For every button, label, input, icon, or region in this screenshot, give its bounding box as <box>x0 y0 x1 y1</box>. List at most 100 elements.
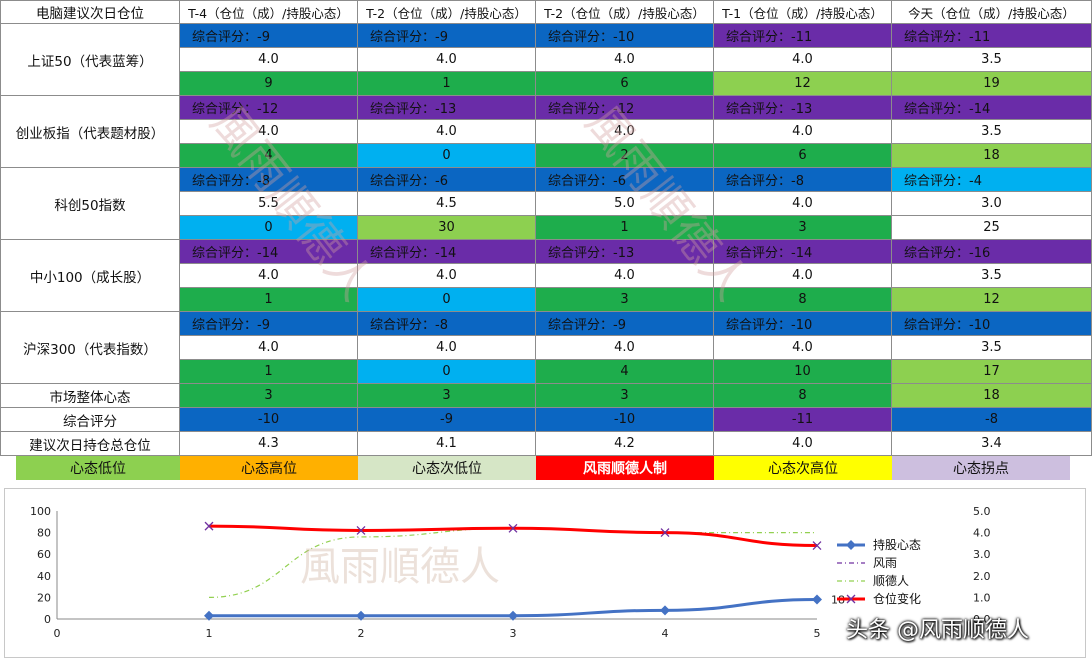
mood-cell[interactable]: 12 <box>714 72 892 96</box>
mood-cell[interactable]: 4 <box>536 360 714 384</box>
summary-cell[interactable]: 4.3 <box>180 432 358 456</box>
mood-cell[interactable]: 0 <box>358 144 536 168</box>
score-cell[interactable]: 综合评分：-11 <box>714 24 892 48</box>
mood-cell[interactable]: 1 <box>180 360 358 384</box>
score-cell[interactable]: 综合评分：-14 <box>358 240 536 264</box>
score-cell[interactable]: 综合评分：-10 <box>892 312 1092 336</box>
mood-cell[interactable]: 0 <box>358 360 536 384</box>
summary-cell[interactable]: -11 <box>714 408 892 432</box>
score-cell[interactable]: 综合评分：-8 <box>358 312 536 336</box>
mood-cell[interactable]: 1 <box>358 72 536 96</box>
position-cell[interactable]: 3.5 <box>892 336 1092 360</box>
mood-cell[interactable]: 4 <box>180 144 358 168</box>
mood-cell[interactable]: 0 <box>358 288 536 312</box>
position-cell[interactable]: 4.5 <box>358 192 536 216</box>
score-cell[interactable]: 综合评分：-10 <box>714 312 892 336</box>
chart-panel: 0204060801000.01.02.03.04.05.001234518持股… <box>4 488 1086 658</box>
summary-cell[interactable]: 3 <box>180 384 358 408</box>
series-point <box>660 528 670 538</box>
position-cell[interactable]: 3.0 <box>892 192 1092 216</box>
position-cell[interactable]: 4.0 <box>358 264 536 288</box>
mood-cell[interactable]: 19 <box>892 72 1092 96</box>
summary-cell[interactable]: 3.4 <box>892 432 1092 456</box>
summary-cell[interactable]: 3 <box>358 384 536 408</box>
summary-cell[interactable]: 18 <box>892 384 1092 408</box>
summary-cell[interactable]: -8 <box>892 408 1092 432</box>
position-cell[interactable]: 4.0 <box>180 48 358 72</box>
mood-cell[interactable]: 6 <box>536 72 714 96</box>
position-cell[interactable]: 4.0 <box>180 264 358 288</box>
score-cell[interactable]: 综合评分：-8 <box>714 168 892 192</box>
row-score: 综合评分：-12 综合评分：-13 综合评分：-12 综合评分：-13 综合评分：-14 <box>0 96 1092 120</box>
score-cell[interactable]: 综合评分：-14 <box>180 240 358 264</box>
position-cell[interactable]: 3.5 <box>892 120 1092 144</box>
score-cell[interactable]: 综合评分：-4 <box>892 168 1092 192</box>
summary-cell[interactable]: -10 <box>180 408 358 432</box>
position-cell[interactable]: 4.0 <box>180 120 358 144</box>
position-cell[interactable]: 4.0 <box>714 120 892 144</box>
position-cell[interactable]: 4.0 <box>714 264 892 288</box>
row-position: 5.5 4.5 5.0 4.0 3.0 <box>0 192 1092 216</box>
summary-cell[interactable]: 4.1 <box>358 432 536 456</box>
mood-cell[interactable]: 1 <box>536 216 714 240</box>
mood-cell[interactable]: 3 <box>714 216 892 240</box>
position-cell[interactable]: 5.5 <box>180 192 358 216</box>
mood-cell[interactable]: 3 <box>536 288 714 312</box>
score-cell[interactable]: 综合评分：-12 <box>180 96 358 120</box>
mood-cell[interactable]: 18 <box>892 144 1092 168</box>
mood-cell[interactable]: 9 <box>180 72 358 96</box>
position-cell[interactable]: 4.0 <box>358 120 536 144</box>
score-cell[interactable]: 综合评分：-14 <box>714 240 892 264</box>
position-cell[interactable]: 3.5 <box>892 264 1092 288</box>
score-cell[interactable]: 综合评分：-10 <box>536 24 714 48</box>
score-cell[interactable]: 综合评分：-11 <box>892 24 1092 48</box>
position-cell[interactable]: 4.0 <box>536 48 714 72</box>
mood-cell[interactable]: 30 <box>358 216 536 240</box>
score-cell[interactable]: 综合评分：-13 <box>358 96 536 120</box>
mood-cell[interactable]: 17 <box>892 360 1092 384</box>
summary-cell[interactable]: 3 <box>536 384 714 408</box>
score-cell[interactable]: 综合评分：-12 <box>536 96 714 120</box>
position-cell[interactable]: 3.5 <box>892 48 1092 72</box>
mood-cell[interactable]: 25 <box>892 216 1092 240</box>
score-cell[interactable]: 综合评分：-9 <box>180 312 358 336</box>
score-cell[interactable]: 综合评分：-16 <box>892 240 1092 264</box>
position-cell[interactable]: 4.0 <box>536 120 714 144</box>
column-header-3: T-2（仓位（成）/持股心态） <box>536 0 714 24</box>
summary-cell[interactable]: 4.0 <box>714 432 892 456</box>
score-cell[interactable]: 综合评分：-6 <box>358 168 536 192</box>
position-cell[interactable]: 4.0 <box>358 336 536 360</box>
score-cell[interactable]: 综合评分：-6 <box>536 168 714 192</box>
summary-cell[interactable]: 4.2 <box>536 432 714 456</box>
summary-cell[interactable]: -9 <box>358 408 536 432</box>
position-cell[interactable]: 4.0 <box>180 336 358 360</box>
mood-cell[interactable]: 8 <box>714 288 892 312</box>
summary-cell[interactable]: 8 <box>714 384 892 408</box>
mood-cell[interactable]: 6 <box>714 144 892 168</box>
legend-label: 顺德人 <box>873 573 909 588</box>
position-cell[interactable]: 4.0 <box>358 48 536 72</box>
score-cell[interactable]: 综合评分：-9 <box>536 312 714 336</box>
score-cell[interactable]: 综合评分：-13 <box>714 96 892 120</box>
mood-cell[interactable]: 1 <box>180 288 358 312</box>
position-cell[interactable]: 4.0 <box>536 264 714 288</box>
color-legend-item: 心态低位 <box>16 456 180 480</box>
mood-cell[interactable]: 12 <box>892 288 1092 312</box>
score-cell[interactable]: 综合评分：-9 <box>180 24 358 48</box>
score-cell[interactable]: 综合评分：-13 <box>536 240 714 264</box>
mood-cell[interactable]: 2 <box>536 144 714 168</box>
position-cell[interactable]: 4.0 <box>714 336 892 360</box>
row-score: 综合评分：-8 综合评分：-6 综合评分：-6 综合评分：-8 综合评分：-4 <box>0 168 1092 192</box>
score-cell[interactable]: 综合评分：-9 <box>358 24 536 48</box>
y-tick-label: 100 <box>30 505 51 518</box>
position-cell[interactable]: 5.0 <box>536 192 714 216</box>
x-tick-label: 1 <box>206 627 213 640</box>
summary-cell[interactable]: -10 <box>536 408 714 432</box>
mood-cell[interactable]: 0 <box>180 216 358 240</box>
score-cell[interactable]: 综合评分：-14 <box>892 96 1092 120</box>
score-cell[interactable]: 综合评分：-8 <box>180 168 358 192</box>
position-cell[interactable]: 4.0 <box>714 48 892 72</box>
position-cell[interactable]: 4.0 <box>536 336 714 360</box>
mood-cell[interactable]: 10 <box>714 360 892 384</box>
position-cell[interactable]: 4.0 <box>714 192 892 216</box>
